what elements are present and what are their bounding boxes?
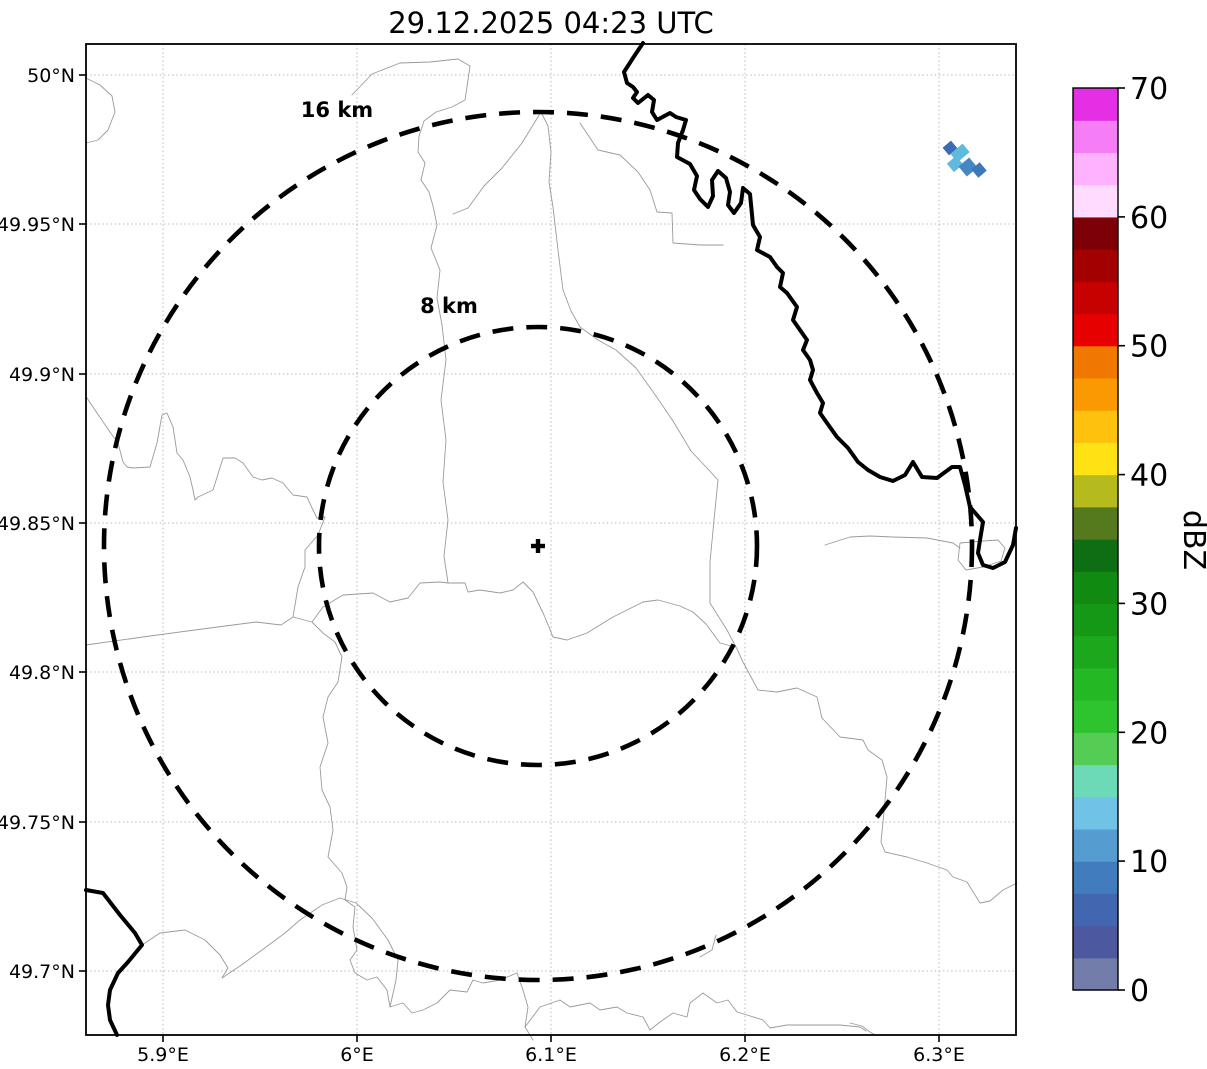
- colorbar-segment: [1073, 249, 1118, 282]
- cbar-tick-label: 50: [1130, 330, 1168, 365]
- cbar-tick-label: 60: [1130, 201, 1168, 236]
- range-ring-8km: [316, 324, 760, 768]
- radar-echo-cell: [946, 155, 964, 173]
- cbar-tick-label: 30: [1130, 587, 1168, 622]
- colorbar-segment: [1073, 796, 1118, 830]
- colorbar-segment: [1073, 184, 1118, 218]
- colorbar-segment: [1073, 152, 1118, 186]
- colorbar-segment: [1073, 764, 1118, 798]
- range-rings: 16 km 8 km: [101, 98, 975, 983]
- colorbar-segment: [1073, 861, 1118, 894]
- lat-tick-label: 49.7°N: [9, 961, 75, 983]
- colorbar-segment: [1073, 539, 1118, 572]
- colorbar-segment: [1073, 957, 1118, 991]
- country-border-line: [84, 41, 1018, 1037]
- lat-tick-label: 49.85°N: [0, 513, 75, 535]
- axis-tickmarks: [79, 74, 940, 1042]
- lon-tick-label: 6°E: [340, 1044, 374, 1066]
- colorbar: 70 60 50 40 30 20 10 0 dBZ: [1072, 72, 1207, 1009]
- lon-tick-label: 6.2°E: [719, 1044, 771, 1066]
- colorbar-segment: [1073, 442, 1118, 476]
- plot-title: 29.12.2025 04:23 UTC: [388, 6, 714, 40]
- colorbar-gradient: [1073, 88, 1118, 991]
- cbar-tick-label: 0: [1130, 974, 1149, 1009]
- radar-center-marker: [531, 539, 545, 553]
- colorbar-segment: [1073, 88, 1118, 121]
- range-ring-16km-label: 16 km: [301, 98, 373, 122]
- latitude-tick-labels: 50°N 49.95°N 49.9°N 49.85°N 49.8°N 49.75…: [0, 65, 75, 983]
- lon-tick-label: 6.3°E: [913, 1044, 965, 1066]
- range-ring-16km: [101, 109, 975, 983]
- colorbar-axis-label: dBZ: [1176, 510, 1207, 570]
- lat-tick-label: 49.9°N: [9, 364, 75, 386]
- colorbar-segment: [1073, 893, 1118, 927]
- colorbar-segment: [1073, 603, 1118, 637]
- lat-tick-label: 49.8°N: [9, 662, 75, 684]
- colorbar-segment: [1073, 120, 1118, 154]
- radar-echo-cell: [942, 140, 958, 156]
- lat-tick-label: 49.95°N: [0, 214, 75, 236]
- colorbar-segment: [1073, 667, 1118, 701]
- municipal-boundary-lines: [85, 58, 1018, 1041]
- colorbar-segment: [1073, 216, 1118, 250]
- colorbar-segment: [1073, 732, 1118, 766]
- longitude-tick-labels: 5.9°E 6°E 6.1°E 6.2°E 6.3°E: [137, 1044, 965, 1066]
- colorbar-segment: [1073, 345, 1118, 379]
- cbar-tick-label: 20: [1130, 716, 1168, 751]
- latitude-gridlines: [86, 74, 1016, 972]
- colorbar-segment: [1073, 700, 1118, 733]
- cbar-tick-label: 10: [1130, 845, 1168, 880]
- lon-tick-label: 6.1°E: [525, 1044, 577, 1066]
- colorbar-segment: [1073, 377, 1118, 411]
- colorbar-tick-labels: 70 60 50 40 30 20 10 0: [1130, 72, 1168, 1009]
- longitude-gridlines: [162, 44, 940, 1035]
- colorbar-segment: [1073, 925, 1118, 959]
- colorbar-segment: [1073, 506, 1118, 540]
- colorbar-segment: [1073, 828, 1118, 862]
- lon-tick-label: 5.9°E: [137, 1044, 189, 1066]
- cbar-tick-label: 70: [1130, 72, 1168, 107]
- range-ring-8km-label: 8 km: [420, 294, 478, 318]
- cbar-tick-label: 40: [1130, 459, 1168, 494]
- radar-echo-cell: [958, 157, 978, 177]
- colorbar-segment: [1073, 313, 1118, 347]
- lat-tick-label: 49.75°N: [0, 812, 75, 834]
- radar-echo-cell: [971, 162, 987, 178]
- lat-tick-label: 50°N: [27, 65, 75, 87]
- colorbar-segment: [1073, 281, 1118, 315]
- radar-echo-layer: [942, 140, 987, 178]
- colorbar-segment: [1073, 571, 1118, 605]
- colorbar-segment: [1073, 635, 1118, 669]
- colorbar-segment: [1073, 410, 1118, 443]
- colorbar-outline: [1072, 87, 1119, 991]
- colorbar-segment: [1073, 474, 1118, 508]
- colorbar-tickmarks: [1118, 87, 1125, 991]
